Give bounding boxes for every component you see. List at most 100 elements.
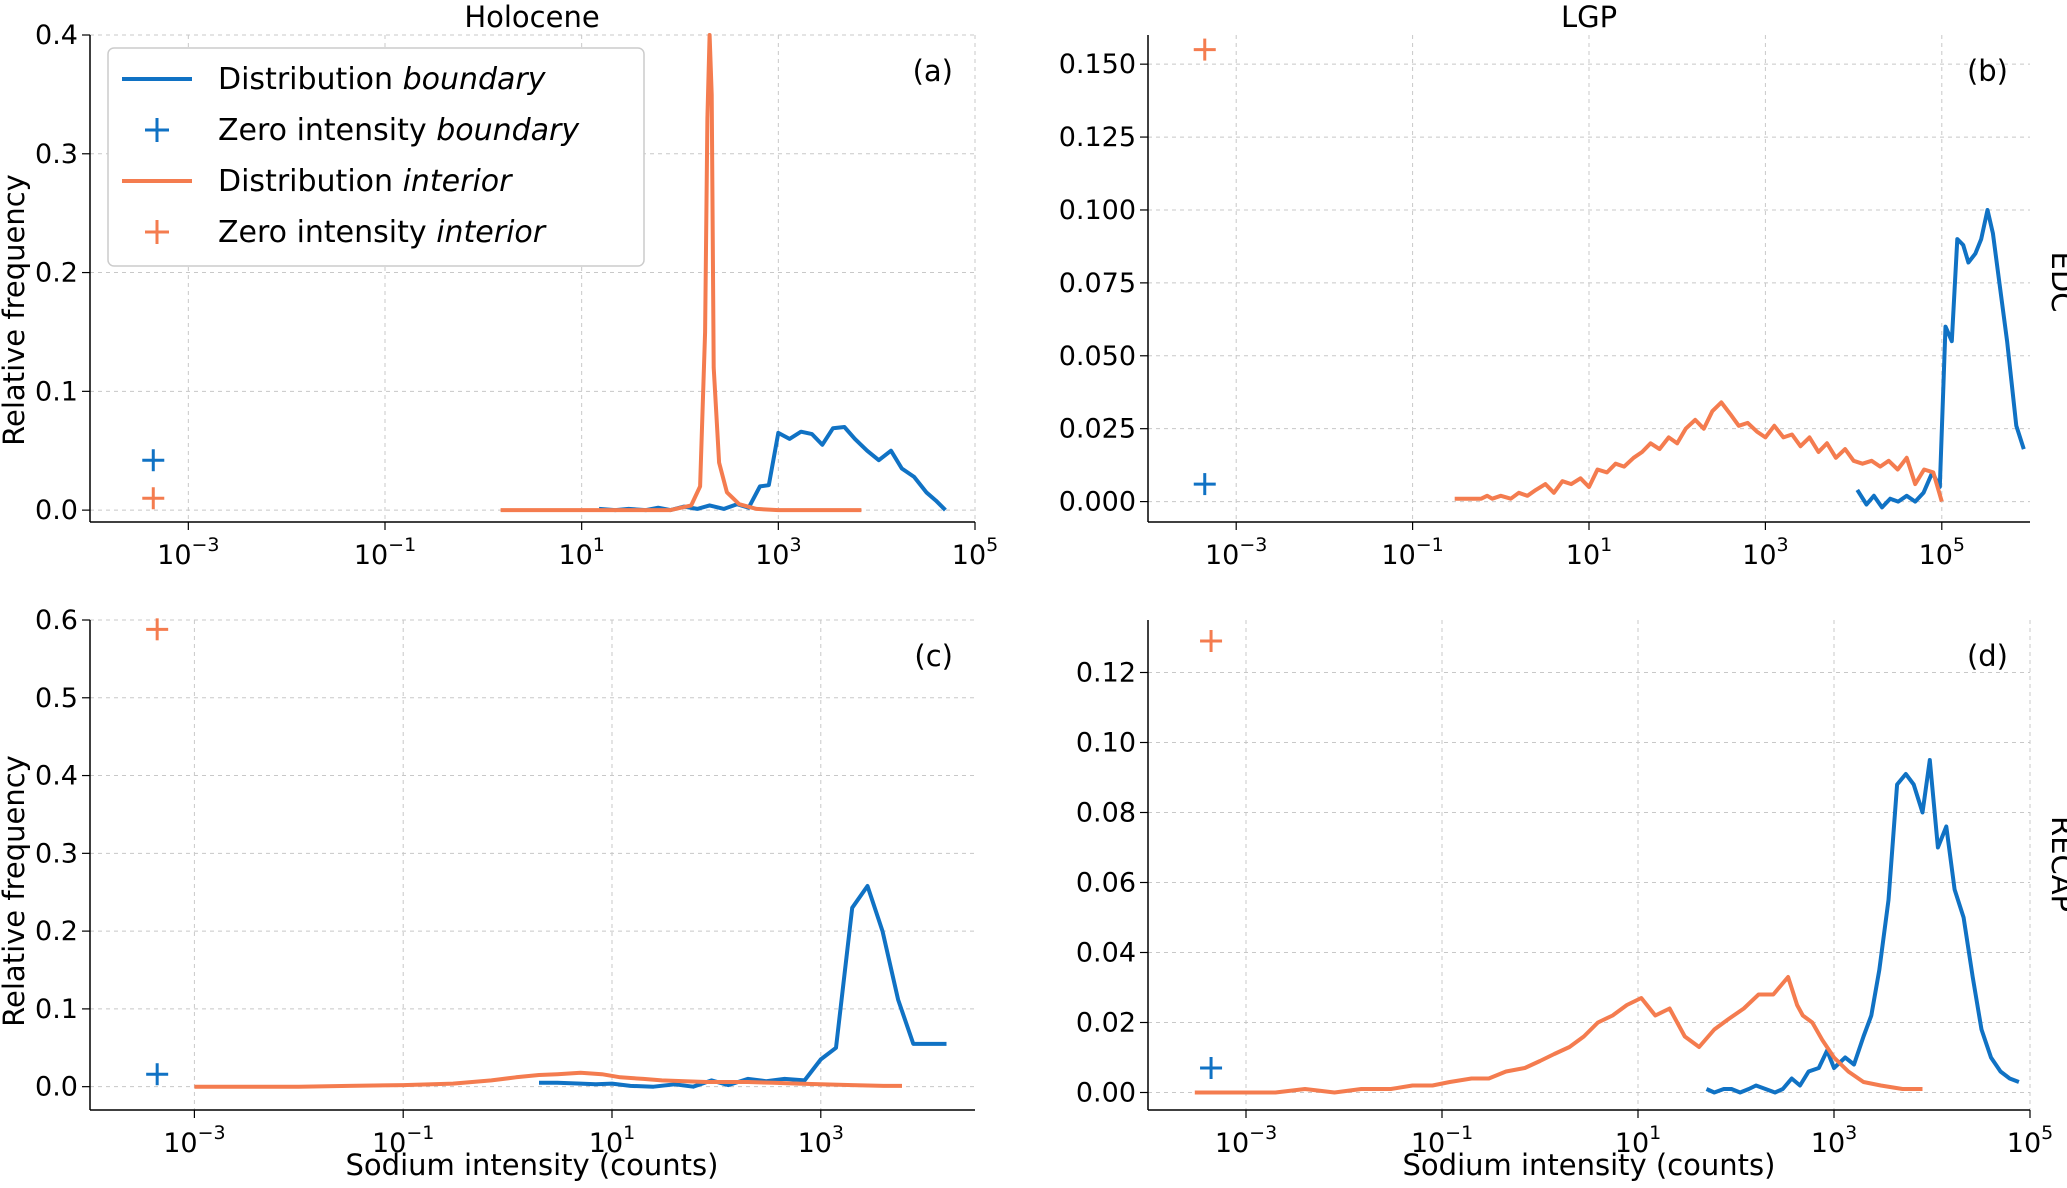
x-tick-exponent: 5 [2041, 1122, 2053, 1144]
x-tick-label: 105 [1919, 534, 1965, 571]
x-tick-label: 103 [1742, 534, 1788, 571]
series-line-interior [1194, 975, 1923, 1095]
series-line-interior [194, 1070, 902, 1089]
y-tick-label: 0.025 [1059, 414, 1136, 445]
x-axis-title-right: Sodium intensity (counts) [1403, 1148, 1776, 1182]
zero-intensity-marker-interior [142, 487, 165, 510]
panel-label: (b) [1967, 54, 2008, 88]
y-tick-label: 0.08 [1076, 798, 1136, 829]
x-tick-exponent: 3 [1777, 534, 1789, 556]
y-tick-label: 0.5 [35, 683, 78, 714]
legend-label-emph: boundary [436, 113, 580, 148]
legend-label: Zero intensity boundary [218, 113, 580, 148]
x-tick-label: 103 [798, 1122, 844, 1159]
y-tick-label: 0.2 [35, 916, 78, 947]
x-tick-exponent: −3 [198, 1122, 226, 1144]
y-tick-label: 0.125 [1059, 122, 1136, 153]
x-tick-exponent: 5 [1953, 534, 1965, 556]
legend-label-prefix: Distribution [218, 62, 403, 97]
y-axis-title-bottom: Relative frequency [0, 755, 31, 1027]
x-tick-exponent: 3 [1845, 1122, 1857, 1144]
y-tick-label: 0.02 [1076, 1008, 1136, 1039]
panel-label: (d) [1967, 639, 2008, 673]
panel-label: (a) [913, 54, 953, 88]
legend-label: Distribution interior [218, 164, 513, 199]
y-tick-label: 0.6 [35, 605, 78, 636]
y-tick-label: 0.2 [35, 258, 78, 289]
x-tick-exponent: −1 [1445, 1122, 1473, 1144]
x-tick-exponent: 1 [593, 534, 605, 556]
panels: 10−3 10−1 101 103 105 0.0 0.1 0.2 0.3 0.4 (a) 10−3 1… [35, 20, 2053, 1159]
x-tick-exponent: −1 [388, 534, 416, 556]
y-tick-label: 0.00 [1076, 1078, 1136, 1109]
x-tick-exponent: 3 [789, 534, 801, 556]
x-tick-exponent: 1 [1600, 534, 1612, 556]
panel-d: 10−3 10−1 101 103 1050.000.020.040.060.080.1… [1076, 620, 2053, 1159]
legend-label-emph: interior [436, 215, 547, 250]
legend-label-emph: interior [403, 164, 514, 199]
zero-intensity-marker-boundary [1200, 1057, 1223, 1079]
x-tick-label: 105 [952, 534, 998, 571]
legend-frame [107, 47, 645, 267]
x-tick-exponent: −3 [192, 534, 220, 556]
x-tick-label: 101 [1566, 534, 1612, 571]
x-tick-exponent: 5 [986, 534, 998, 556]
x-tick-exponent: −1 [1416, 534, 1444, 556]
zero-intensity-marker-interior [1200, 630, 1223, 652]
series-line-interior [1454, 400, 1944, 503]
y-tick-label: 0.0 [35, 1072, 78, 1103]
y-tick-label: 0.1 [35, 376, 78, 407]
zero-intensity-marker-boundary [1193, 473, 1216, 496]
x-axis-title-left: Sodium intensity (counts) [346, 1148, 719, 1182]
series-line-boundary [539, 884, 947, 1089]
legend-label-emph: boundary [403, 62, 547, 97]
zero-intensity-marker-boundary [142, 449, 165, 472]
y-tick-label: 0.1 [35, 994, 78, 1025]
x-tick-exponent: 1 [623, 1122, 635, 1144]
y-tick-label: 0.3 [35, 139, 78, 170]
x-tick-label: 10−3 [1215, 1122, 1277, 1159]
legend-label: Distribution boundary [218, 62, 547, 97]
legend-label-prefix: Distribution [218, 164, 403, 199]
series-line-interior [500, 33, 862, 513]
y-tick-label: 0.100 [1059, 195, 1136, 226]
x-tick-label: 10−3 [157, 534, 219, 571]
series-line-boundary [1705, 758, 2020, 1095]
y-tick-label: 0.06 [1076, 868, 1136, 899]
x-tick-label: 10−3 [163, 1122, 225, 1159]
zero-intensity-marker-interior [146, 618, 169, 641]
y-tick-label: 0.150 [1059, 49, 1136, 80]
y-tick-label: 0.12 [1076, 658, 1136, 689]
y-tick-label: 0.04 [1076, 938, 1136, 969]
y-tick-label: 0.10 [1076, 728, 1136, 759]
y-tick-label: 0.075 [1059, 268, 1136, 299]
x-tick-exponent: −3 [1249, 1122, 1277, 1144]
series-line-boundary [1855, 208, 2026, 510]
x-tick-label: 10−1 [354, 534, 416, 571]
x-tick-label: 103 [1811, 1122, 1857, 1159]
y-axis-title-top: Relative frequency [0, 174, 31, 446]
x-tick-label: 101 [558, 534, 604, 571]
x-tick-label: 105 [2007, 1122, 2053, 1159]
x-tick-exponent: 1 [1649, 1122, 1661, 1144]
x-tick-exponent: −1 [406, 1122, 434, 1144]
x-tick-label: 103 [755, 534, 801, 571]
panel-b: 10−3 10−1 101 103 105 0.000 0.025 0.050 0.075 0.1… [1059, 35, 2030, 571]
legend-label-prefix: Zero intensity [218, 215, 436, 250]
y-tick-label: 0.000 [1059, 487, 1136, 518]
column-title-lgp: LGP [1561, 0, 1617, 34]
series-line-boundary [598, 425, 947, 513]
zero-intensity-marker-boundary [146, 1063, 169, 1086]
y-tick-label: 0.4 [35, 761, 78, 792]
y-tick-label: 0.050 [1059, 341, 1136, 372]
x-tick-exponent: 3 [832, 1122, 844, 1144]
panel-label: (c) [914, 639, 953, 673]
row-title-recap: RECAP [2045, 816, 2067, 912]
y-tick-label: 0.4 [35, 20, 78, 51]
x-tick-exponent: −3 [1239, 534, 1267, 556]
legend-label: Zero intensity interior [218, 215, 547, 250]
